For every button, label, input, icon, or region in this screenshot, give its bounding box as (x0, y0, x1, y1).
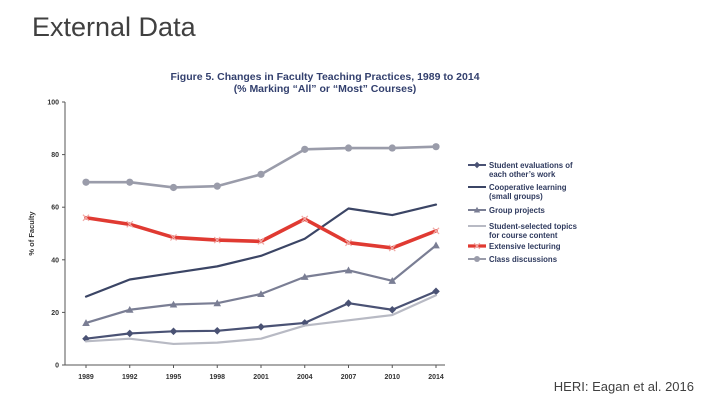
series-6-point (301, 145, 309, 153)
x-marker-stroke (170, 233, 177, 241)
legend-label: Class discussions (489, 255, 558, 264)
series-5-point (82, 214, 90, 222)
series-line-5 (84, 215, 438, 250)
legend-label: Student-selected topics (489, 222, 578, 231)
series-1-point (169, 327, 178, 336)
y-tick-label: 0 (55, 363, 59, 370)
x-marker-stroke (473, 242, 481, 250)
x-tick-label: 2001 (253, 374, 269, 381)
series-3-point (125, 305, 134, 313)
figure-title: Figure 5. Changes in Faculty Teaching Pr… (110, 71, 540, 95)
legend-swatch-marker (474, 256, 480, 262)
series-5-point (345, 239, 352, 247)
series-1-point (257, 323, 265, 331)
x-marker-stroke (301, 215, 309, 223)
x-marker-stroke (388, 244, 396, 252)
x-tick-label: 1995 (166, 374, 182, 381)
series-6-point (257, 170, 265, 178)
series-3-point (388, 277, 397, 284)
series-6-point (344, 144, 353, 152)
legend-label: Extensive lecturing (489, 242, 561, 251)
series-3-point (432, 241, 440, 249)
figure-title-line-2: (% Marking “All” or “Most” Courses) (233, 83, 417, 95)
series-3-point (213, 299, 222, 307)
series-6-point (126, 178, 134, 186)
series-line-6 (84, 145, 438, 189)
series-1-point (125, 329, 134, 338)
legend-label: each other’s work (489, 170, 556, 179)
series-6-point (432, 143, 440, 151)
x-marker-stroke (82, 214, 90, 222)
x-tick-label: 1998 (209, 374, 225, 381)
series-line-4 (84, 294, 438, 346)
series-6-point (213, 182, 221, 190)
series-1-point (213, 327, 222, 335)
x-marker-stroke (126, 220, 134, 228)
x-marker-stroke (432, 227, 440, 235)
series-1-point (432, 287, 440, 296)
slide-title: External Data (32, 12, 196, 42)
series-3-point (300, 273, 309, 280)
series-5-point (213, 236, 221, 244)
legend-swatch-marker (473, 242, 481, 250)
x-tick-label: 1992 (122, 374, 138, 381)
legend-label: (small groups) (489, 192, 543, 201)
series-3-point (344, 266, 353, 274)
series-6-point (388, 144, 396, 152)
y-tick-label: 100 (47, 100, 59, 107)
x-tick-label: 2007 (341, 374, 357, 381)
y-axis-label: % of Faculty (27, 211, 36, 256)
series-5-point (432, 227, 440, 235)
y-tick-label: 80 (51, 152, 59, 159)
x-tick-label: 2014 (428, 374, 444, 381)
series-3-point (257, 290, 265, 298)
x-marker-stroke (213, 236, 221, 244)
legend-label: Cooperative learning (489, 183, 567, 192)
legend-label: Group projects (489, 206, 546, 215)
series-3-point (82, 319, 90, 326)
series-5-point (257, 237, 265, 245)
series-3-point (169, 300, 178, 308)
y-tick-label: 40 (51, 257, 59, 264)
legend-swatch-marker (473, 206, 481, 213)
source-citation: HERI: Eagan et al. 2016 (553, 379, 694, 394)
x-marker-stroke (257, 237, 265, 245)
series-5-point (170, 233, 177, 241)
series-line-2 (84, 203, 438, 298)
figure-title-line-1: Figure 5. Changes in Faculty Teaching Pr… (170, 71, 480, 83)
legend-label: for course content (489, 231, 558, 240)
series-1-point (344, 299, 353, 307)
series-6-point (169, 183, 178, 192)
series-1-point (388, 305, 397, 314)
series-6-point (82, 178, 90, 186)
x-tick-label: 1989 (78, 374, 94, 381)
series-5-point (388, 244, 396, 252)
series-5-point (301, 215, 309, 223)
y-tick-label: 20 (51, 310, 59, 317)
x-tick-label: 2004 (297, 374, 313, 381)
legend-label: Student evaluations of (489, 161, 573, 170)
x-marker-stroke (345, 239, 352, 247)
legend-swatch-marker (473, 161, 481, 169)
y-tick-label: 60 (51, 205, 59, 212)
x-tick-label: 2010 (384, 374, 400, 381)
series-5-point (126, 220, 134, 228)
